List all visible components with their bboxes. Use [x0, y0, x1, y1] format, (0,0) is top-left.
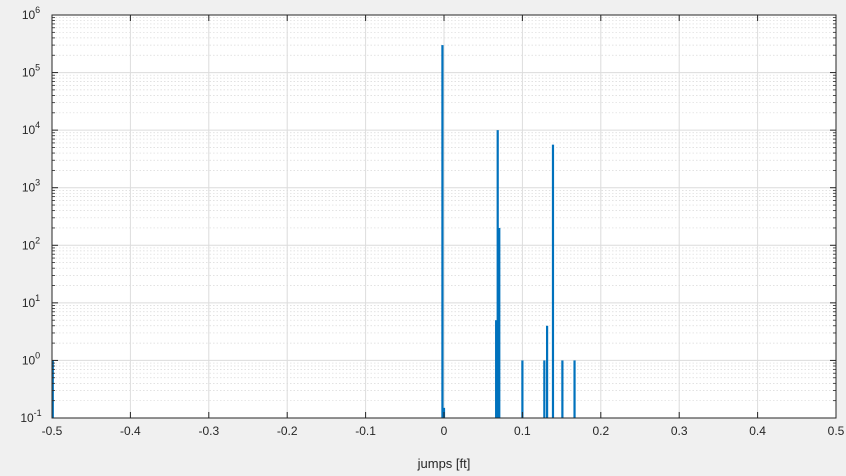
- histogram-bar: [545, 325, 549, 418]
- y-tick-label: 102: [22, 235, 40, 252]
- y-tick-label: 103: [22, 178, 40, 195]
- y-tick-label: 10-1: [20, 408, 41, 425]
- histogram-bar: [543, 360, 546, 418]
- x-tick-label: -0.3: [198, 424, 219, 438]
- histogram-bar: [561, 360, 564, 418]
- y-tick-label: 101: [22, 293, 40, 310]
- x-tick-label: 0.1: [514, 424, 531, 438]
- histogram-bar: [51, 360, 54, 418]
- histogram-bar: [496, 130, 499, 418]
- x-tick-label: 0.4: [749, 424, 766, 438]
- x-tick-label: -0.1: [355, 424, 376, 438]
- x-tick-label: 0.5: [828, 424, 845, 438]
- y-tick-label: 105: [22, 63, 40, 80]
- y-tick-label: 106: [22, 5, 40, 22]
- bar-series: [51, 45, 576, 419]
- histogram-bar: [573, 360, 576, 418]
- histogram-bar: [441, 45, 444, 418]
- x-tick-label: 0: [441, 424, 448, 438]
- x-tick-label: -0.4: [120, 424, 141, 438]
- major-grid: [52, 15, 836, 418]
- x-tick-labels: -0.5 -0.4 -0.3 -0.2 -0.1 0 0.1 0.2 0.3 0.4 0.5: [42, 424, 845, 438]
- histogram-bar: [495, 320, 498, 418]
- tick-marks: [51, 14, 837, 419]
- histogram-bar: [498, 227, 501, 418]
- histogram-bar: [521, 360, 524, 418]
- x-tick-label: 0.2: [592, 424, 609, 438]
- x-axis-label: jumps [ft]: [417, 456, 471, 471]
- x-tick-label: -0.2: [277, 424, 298, 438]
- x-tick-label: 0.3: [671, 424, 688, 438]
- y-tick-label: 104: [22, 120, 40, 137]
- x-tick-label: -0.5: [42, 424, 63, 438]
- y-tick-label: 100: [22, 350, 40, 367]
- y-tick-labels: 10-1 100 101 102 103 104 105 106: [20, 5, 41, 425]
- histogram-bar: [551, 144, 555, 419]
